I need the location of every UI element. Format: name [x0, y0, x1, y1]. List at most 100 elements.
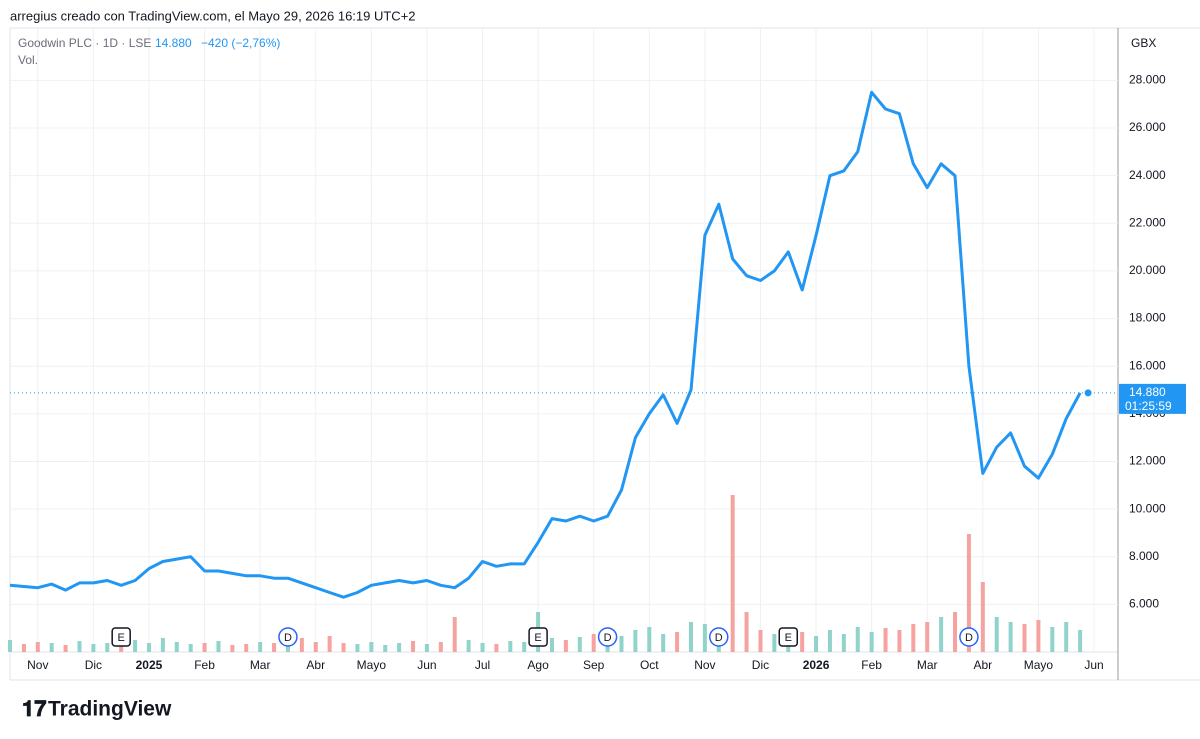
y-tick-label: 18.000 — [1129, 311, 1166, 325]
volume-bar — [633, 630, 638, 652]
volume-bar — [980, 582, 985, 652]
price-box — [1119, 383, 1186, 414]
x-tick-label: Dic — [752, 658, 769, 672]
event-badge — [597, 627, 618, 647]
volume-bar — [522, 642, 527, 652]
change: −420 (−2,76%) — [201, 36, 280, 50]
volume-bar — [272, 643, 277, 652]
volume-bar — [244, 644, 249, 652]
currency-box — [1120, 31, 1196, 57]
y-tick-label: 10.000 — [1129, 501, 1166, 515]
x-tick-label: Feb — [194, 658, 215, 672]
volume-bar — [577, 637, 582, 652]
x-tick-label: Jul — [475, 658, 490, 672]
grid — [10, 28, 1118, 652]
x-tick-label: Nov — [694, 658, 715, 672]
x-tick-label: Mar — [250, 658, 271, 672]
volume-bar — [8, 640, 12, 652]
countdown: 01:25:59 — [1125, 399, 1172, 413]
volume-bar — [744, 612, 749, 652]
volume-bar — [299, 638, 304, 652]
event-badge — [111, 627, 131, 647]
x-tick-label: Nov — [27, 658, 48, 672]
volume-bar — [424, 644, 429, 652]
event-badge — [778, 627, 799, 647]
volume-bar — [188, 644, 193, 652]
x-tick-label: Mayo — [357, 658, 387, 672]
x-tick-label: 2026 — [803, 658, 830, 672]
volume-bar — [313, 642, 318, 652]
volume-bar — [730, 495, 735, 652]
volume-bar — [1036, 620, 1041, 652]
volume-bar — [827, 630, 832, 652]
volume-bar — [883, 628, 888, 652]
volume-bar — [994, 617, 999, 652]
event-badge — [709, 627, 729, 647]
volume-bar — [939, 617, 944, 652]
x-tick-label: Sep — [583, 658, 605, 672]
volume-bar — [411, 641, 416, 652]
volume-bar — [466, 640, 471, 652]
x-tick-label: Dic — [85, 658, 102, 672]
x-tick-label: Abr — [973, 658, 992, 672]
volume-bar — [77, 641, 82, 652]
volume-bar — [758, 630, 763, 652]
volume-bar — [202, 643, 207, 652]
volume-bar — [49, 643, 54, 652]
last-point — [1083, 388, 1093, 398]
y-tick-label: 28.000 — [1129, 73, 1166, 87]
volume-bar — [675, 632, 680, 652]
volume-bar — [897, 630, 902, 652]
volume-bar — [146, 643, 151, 652]
x-tick-label: Jun — [417, 658, 436, 672]
logo: TradingView — [48, 698, 172, 721]
credit: arregius creado con TradingView.com, el … — [10, 8, 416, 23]
volume-bar — [841, 634, 846, 652]
volume-bar — [1064, 622, 1069, 652]
event-badge — [959, 627, 979, 647]
x-tick-label: Feb — [861, 658, 882, 672]
volume-bar — [550, 638, 554, 652]
y-tick-label: 24.000 — [1129, 168, 1166, 182]
volume-bar — [230, 645, 235, 652]
volume-bar — [966, 534, 971, 652]
y-tick-label: 22.000 — [1129, 215, 1166, 229]
y-tick-label: 6.000 — [1129, 597, 1159, 611]
symbol: Goodwin PLC · 1D · LSE — [18, 36, 151, 50]
x-tick-label: Jun — [1084, 658, 1103, 672]
volume-bar — [494, 644, 499, 652]
volume-label: Vol. — [18, 53, 38, 67]
volume-bar — [216, 641, 221, 652]
last-price: 14.880 — [155, 36, 192, 50]
y-tick-label: 12.000 — [1129, 454, 1166, 468]
volume-bar — [258, 642, 263, 652]
volume-bar — [119, 642, 124, 652]
event-label: E — [118, 632, 125, 644]
volume-bar — [1022, 624, 1027, 652]
volume-bar — [63, 645, 68, 652]
x-tick-label: Abr — [306, 658, 325, 672]
volume-bar — [661, 634, 666, 652]
volume-bar — [911, 624, 916, 652]
volume-bar — [953, 612, 958, 652]
event-label: D — [604, 632, 612, 644]
volume-bar — [383, 645, 388, 652]
volume-bar — [855, 627, 860, 652]
event-label: E — [785, 632, 792, 644]
volume-bar — [508, 641, 513, 652]
x-tick-label: Oct — [640, 658, 659, 672]
volume-bar — [1078, 630, 1083, 652]
volume-bar — [925, 622, 930, 652]
volume-bar — [21, 644, 26, 652]
volume-bar — [591, 634, 596, 652]
event-label: D — [715, 632, 723, 644]
volume-bar — [397, 643, 402, 652]
y-tick-label: 26.000 — [1129, 120, 1166, 134]
volume-bar — [800, 632, 805, 652]
volume-bar — [174, 642, 179, 652]
event-badge — [528, 627, 548, 647]
volume-bar — [563, 640, 568, 652]
